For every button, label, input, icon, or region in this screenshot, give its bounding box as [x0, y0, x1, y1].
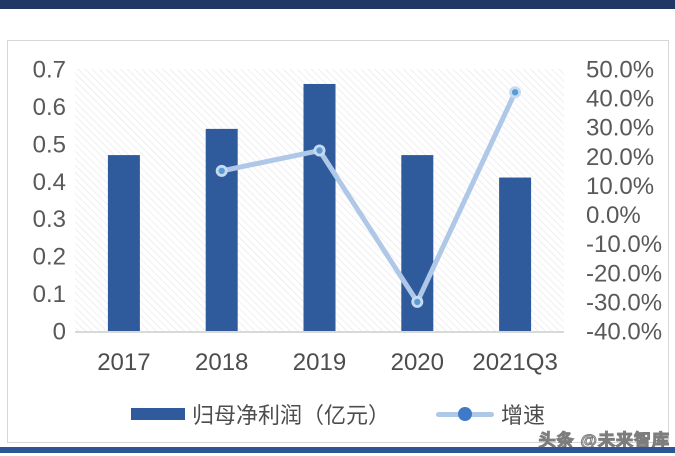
right-axis-tick: -30.0% — [586, 289, 662, 316]
growth-marker-3 — [509, 86, 522, 99]
right-axis-tick: 50.0% — [586, 57, 654, 84]
bar-2021Q3 — [499, 177, 532, 331]
right-axis-tick: -20.0% — [586, 260, 662, 287]
right-axis-tick: -10.0% — [586, 231, 662, 258]
combo-chart: 0.7 0.6 0.5 0.4 0.3 0.2 0.1 0 50.0%40.0%30.0%20.… — [33, 57, 662, 377]
right-axis-tick: 0.0% — [586, 202, 641, 229]
growth-line — [219, 89, 518, 305]
left-axis-tick: 0.2 — [33, 244, 66, 271]
x-axis-label-2021Q3: 2021Q3 — [472, 349, 557, 376]
bar-2019 — [303, 83, 336, 331]
x-axis-label-2017: 2017 — [97, 349, 150, 376]
bar-series-swatch — [130, 408, 185, 420]
top-accent-bar — [0, 0, 675, 9]
legend-label-net-profit: 归母净利润（亿元） — [191, 403, 390, 428]
left-axis-tick: 0.3 — [33, 206, 66, 233]
left-axis-tick: 0.7 — [33, 57, 66, 84]
legend-item-growth: 增速 — [436, 398, 545, 430]
right-axis-tick: 20.0% — [586, 144, 654, 171]
x-axis-label-2020: 2020 — [391, 349, 444, 376]
watermark: 头条 @未来智库 — [538, 431, 670, 451]
bottom-accent-bar — [0, 447, 675, 453]
growth-marker-2 — [411, 295, 424, 308]
legend-item-net-profit: 归母净利润（亿元） — [130, 398, 390, 430]
right-axis-tick: 30.0% — [586, 115, 654, 142]
x-axis-label-2018: 2018 — [195, 349, 248, 376]
legend-label-growth: 增速 — [501, 403, 546, 428]
right-axis-tick: 10.0% — [586, 173, 654, 200]
right-axis-tick: -40.0% — [586, 319, 662, 346]
bar-2018 — [205, 128, 238, 331]
chart-legend: 归母净利润（亿元） 增速 — [8, 398, 668, 430]
chart-card: 0.7 0.6 0.5 0.4 0.3 0.2 0.1 0 50.0% 40.0% 30.0% 20.… — [7, 40, 669, 443]
growth-marker-1 — [313, 144, 326, 157]
left-axis-tick: 0.4 — [33, 169, 66, 196]
left-axis-tick: 0.1 — [33, 281, 66, 308]
left-axis-tick: 0.6 — [33, 94, 66, 121]
growth-marker-0 — [215, 164, 228, 177]
left-axis-tick: 0 — [53, 319, 66, 346]
line-series-swatch — [436, 407, 494, 421]
left-axis-tick: 0.5 — [33, 131, 66, 158]
bar-2017 — [107, 155, 140, 331]
right-axis-tick: 40.0% — [586, 86, 654, 113]
x-axis-label-2019: 2019 — [293, 349, 346, 376]
line-marker-dot-icon — [458, 407, 472, 421]
